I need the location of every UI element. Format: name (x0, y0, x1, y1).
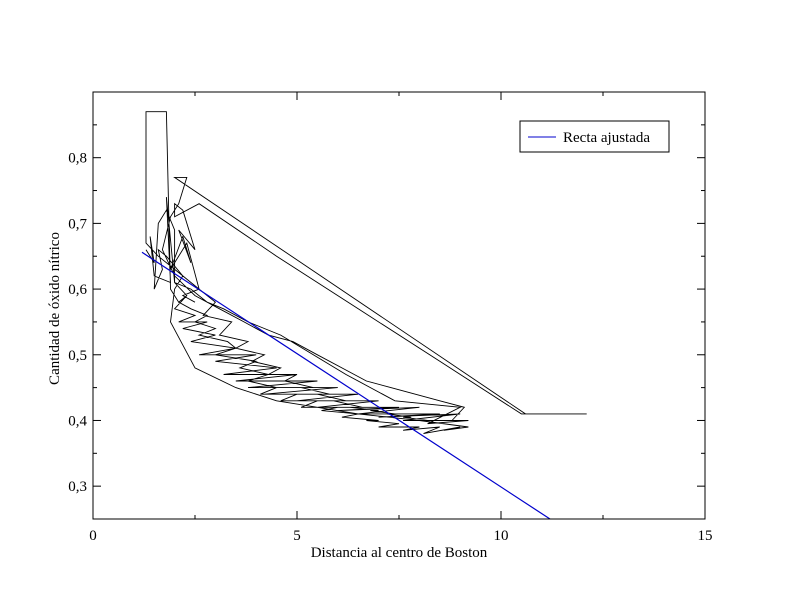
x-axis-title: Distancia al centro de Boston (311, 545, 488, 561)
axis-ticks (92, 92, 706, 520)
series-line-data (145, 111, 587, 435)
y-tick-label: 0,6 (68, 282, 87, 298)
legend-label-fit-line: Recta ajustada (563, 130, 650, 146)
axis-tick-labels: 0 5 10 15 0,3 0,4 0,5 0,6 0,7 0,8 (68, 151, 712, 544)
y-tick-label: 0,7 (68, 216, 87, 232)
x-tick-label: 10 (494, 528, 509, 544)
y-tick-label: 0,4 (68, 413, 87, 429)
y-tick-label: 0,8 (68, 151, 87, 167)
x-tick-label: 15 (698, 528, 713, 544)
x-tick-label: 0 (89, 528, 97, 544)
data-layer (141, 111, 587, 519)
legend: Recta ajustada (519, 120, 670, 153)
y-tick-label: 0,5 (68, 348, 87, 364)
y-axis-title: Cantidad de óxido nítrico (47, 232, 63, 385)
y-tick-label: 0,3 (68, 479, 87, 495)
series-line-fit (141, 251, 551, 519)
x-tick-label: 5 (293, 528, 301, 544)
